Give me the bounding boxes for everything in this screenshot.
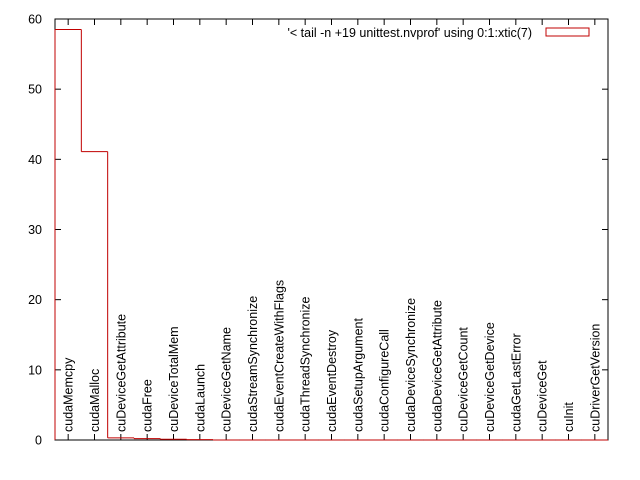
legend-label: '< tail -n +19 unittest.nvprof' using 0:… <box>288 26 532 40</box>
x-tick-label: cuDriverGetVersion <box>588 324 602 432</box>
y-tick-label: 10 <box>28 363 42 377</box>
x-axis-ticks <box>67 19 596 440</box>
x-tick-label: cudaDeviceGetAttribute <box>430 300 444 432</box>
series-data <box>54 29 608 441</box>
x-tick-label: cudaLaunch <box>193 364 207 432</box>
x-tick-label: cuDeviceGetAttribute <box>114 314 128 432</box>
x-tick-label: cuDeviceTotalMem <box>167 326 181 432</box>
x-tick-label: cuInit <box>562 402 576 432</box>
x-tick-label: cudaStreamSynchronize <box>246 296 260 432</box>
legend: '< tail -n +19 unittest.nvprof' using 0:… <box>288 26 590 40</box>
x-tick-label: cuDeviceGet <box>536 360 550 432</box>
x-tick-label: cuDeviceGetDevice <box>483 322 497 432</box>
x-axis-labels: cudaMemcpy cudaMalloc cuDeviceGetAttribute… <box>62 280 603 432</box>
x-tick-label: cudaMalloc <box>88 369 102 432</box>
x-tick-label: cudaFree <box>141 379 155 432</box>
x-tick-label: cudaConfigureCall <box>378 329 392 432</box>
x-tick-label: cudaGetLastError <box>509 333 523 432</box>
y-tick-label: 20 <box>28 293 42 307</box>
x-tick-label: cudaEventDestroy <box>325 329 339 432</box>
x-tick-label: cudaEventCreateWithFlags <box>272 280 286 432</box>
y-tick-label: 0 <box>35 434 42 448</box>
x-tick-label: cudaDeviceSynchronize <box>404 298 418 432</box>
y-tick-label: 50 <box>28 83 42 97</box>
x-tick-label: cuDeviceGetCount <box>457 327 471 432</box>
y-axis: 0 10 20 30 40 50 60 <box>28 13 608 448</box>
x-tick-label: cudaThreadSynchronize <box>299 296 313 432</box>
y-tick-label: 60 <box>28 13 42 27</box>
y-tick-label: 30 <box>28 223 42 237</box>
x-tick-label: cuDeviceGetName <box>220 327 234 432</box>
y-tick-label: 40 <box>28 153 42 167</box>
legend-swatch <box>545 27 590 37</box>
x-tick-label: cudaSetupArgument <box>351 318 365 432</box>
x-tick-label: cudaMemcpy <box>62 357 76 432</box>
